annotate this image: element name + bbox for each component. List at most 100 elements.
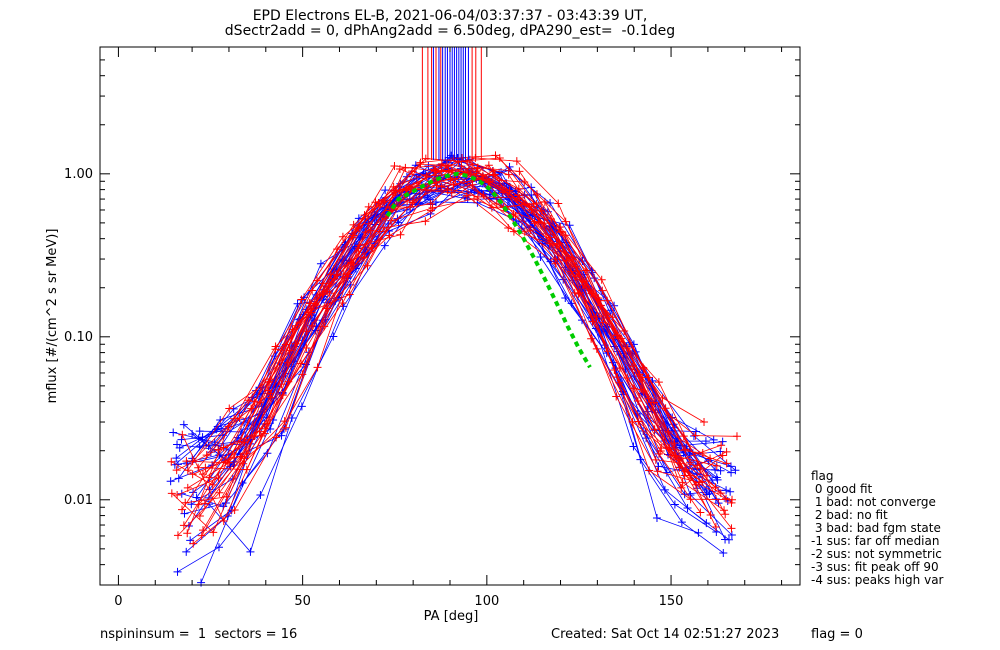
red-series-marker (479, 190, 488, 199)
red-series-marker (437, 159, 446, 168)
red-series-line (192, 168, 732, 504)
red-series-marker (403, 196, 412, 205)
legend-item: -4 sus: peaks high var (811, 573, 944, 587)
blue-series-marker (246, 547, 255, 556)
red-series-marker (592, 312, 601, 321)
blue-series-marker (195, 427, 204, 436)
blue-series-line (192, 167, 733, 536)
x-tick-label: 50 (294, 594, 311, 609)
red-series-marker (546, 215, 555, 224)
blue-series-marker (670, 500, 679, 509)
red-series-line (171, 157, 711, 534)
red-series-line (176, 195, 716, 488)
red-series-line (181, 184, 722, 522)
red-series-marker (670, 451, 679, 460)
red-series-marker (529, 200, 538, 209)
blue-series-marker (694, 528, 703, 537)
red-series-marker (454, 157, 463, 166)
red-series-marker (728, 495, 737, 504)
red-series-trace (188, 167, 736, 533)
axes: 0 50 100 150 0.01 0.10 1.00 (64, 47, 800, 609)
red-series-trace (202, 174, 709, 460)
blue-series-trace (186, 171, 733, 545)
red-series-marker (468, 160, 477, 169)
blue-series-trace (204, 154, 711, 502)
red-series-marker (700, 418, 709, 427)
red-series-marker (188, 470, 197, 479)
blue-series-marker (654, 462, 663, 471)
blue-series-marker (565, 221, 574, 230)
red-series-marker (261, 424, 270, 433)
red-series-marker (304, 308, 313, 317)
red-series-marker (225, 404, 234, 413)
blue-series-line (198, 167, 697, 455)
blue-series-marker (712, 473, 721, 482)
y-tick-label: 0.01 (64, 493, 93, 508)
x-axis-label: PA [deg] (424, 609, 479, 624)
red-series-marker (396, 230, 405, 239)
red-series-marker (285, 346, 294, 355)
red-series-marker (495, 154, 504, 163)
red-series-marker (545, 239, 554, 248)
red-series-marker (515, 167, 524, 176)
red-series-marker (200, 499, 209, 508)
red-series-trace (194, 161, 741, 472)
red-series-marker (511, 211, 520, 220)
chart-subtitle: dSectr2add = 0, dPhAng2add = 6.50deg, dP… (224, 23, 676, 39)
red-series-marker (484, 161, 493, 170)
red-series-marker (651, 455, 660, 464)
blue-series-marker (316, 259, 325, 268)
red-series-marker (404, 182, 413, 191)
red-series-marker (323, 287, 332, 296)
red-series-marker (283, 358, 292, 367)
red-series-marker (240, 454, 249, 463)
red-series-marker (443, 186, 452, 195)
red-series-marker (512, 157, 521, 166)
blue-series-marker (182, 547, 191, 556)
blue-series-marker (726, 462, 735, 471)
blue-series-marker (166, 477, 175, 486)
red-series-marker (721, 510, 730, 519)
blue-series-marker (629, 442, 638, 451)
x-tick-label: 150 (659, 594, 684, 609)
blue-series-marker (380, 241, 389, 250)
red-series-marker (325, 279, 334, 288)
blue-series-marker (172, 454, 181, 463)
red-series-line (192, 170, 732, 529)
red-series-marker (195, 511, 204, 520)
red-series-line (186, 165, 727, 534)
red-series-marker (344, 270, 353, 279)
red-series-marker (236, 452, 245, 461)
red-series-marker (178, 430, 187, 439)
red-series-marker (421, 154, 430, 163)
red-series-marker (209, 528, 218, 537)
red-series-marker (609, 334, 618, 343)
red-series-marker (696, 464, 705, 473)
red-series-marker (691, 431, 700, 440)
red-series-marker (520, 178, 529, 187)
flag-legend: flag 0 good fit 1 bad: not converge 2 ba… (811, 470, 943, 587)
red-series-marker (266, 389, 275, 398)
red-series-marker (271, 345, 280, 354)
red-series-trace (179, 194, 727, 530)
red-series-marker (711, 523, 720, 532)
y-tick-label: 1.00 (64, 167, 93, 182)
footer-spin-info: nspininsum = 1 sectors = 16 (100, 627, 298, 642)
red-series-marker (463, 157, 472, 166)
red-series-marker (239, 459, 248, 468)
red-series-marker (302, 327, 311, 336)
blue-series-trace (182, 175, 730, 556)
red-series-marker (620, 327, 629, 336)
red-series-marker (446, 175, 455, 184)
blue-series-line (177, 190, 717, 573)
red-series-marker (654, 378, 663, 387)
red-series-marker (711, 483, 720, 492)
red-series-marker (597, 275, 606, 284)
red-series-trace (197, 175, 704, 540)
blue-series-marker (718, 437, 727, 446)
y-tick-label: 0.10 (64, 330, 93, 345)
red-series-trace (173, 168, 721, 540)
red-series-marker (473, 163, 482, 172)
red-series-marker (718, 451, 727, 460)
